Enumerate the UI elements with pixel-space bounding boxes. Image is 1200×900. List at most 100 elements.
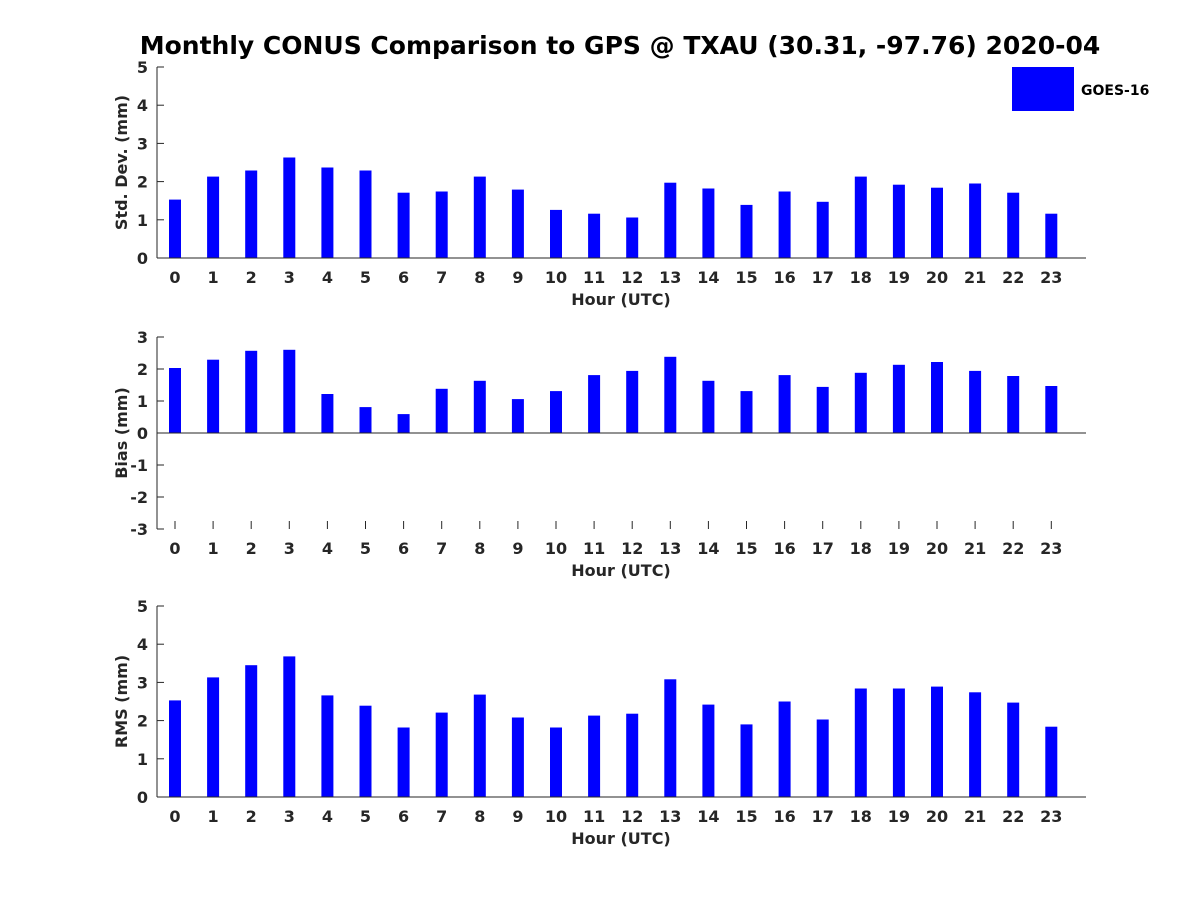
std-dev-x-tick-label: 20 (926, 268, 948, 287)
std-dev-x-tick-label: 7 (436, 268, 447, 287)
rms-bar-hour-15 (740, 724, 753, 797)
rms-x-tick-label: 11 (583, 807, 605, 826)
rms-bar-hour-14 (702, 704, 715, 797)
std-dev-x-tick-label: 0 (169, 268, 180, 287)
std-dev-x-tick-label: 8 (474, 268, 485, 287)
rms-x-tick-label: 3 (284, 807, 295, 826)
rms-bar-hour-13 (664, 679, 677, 797)
bias-x-tick-label: 5 (360, 539, 371, 558)
rms-y-tick-label: 5 (137, 597, 148, 616)
rms-x-tick-label: 13 (659, 807, 681, 826)
rms-bar-hour-17 (816, 719, 829, 797)
bias-bar-hour-3 (283, 349, 296, 433)
bias-bar-hour-7 (435, 388, 448, 433)
bias-x-axis-label: Hour (UTC) (571, 561, 671, 580)
rms-y-axis-label: RMS (mm) (112, 655, 131, 748)
bias-x-tick-label: 1 (208, 539, 219, 558)
bias-x-tick-label: 22 (1002, 539, 1024, 558)
rms-bar-hour-16 (778, 701, 791, 797)
bias-x-tick-label: 14 (697, 539, 719, 558)
rms-x-tick-label: 18 (850, 807, 872, 826)
std-dev-x-tick-label: 17 (812, 268, 834, 287)
rms-x-tick-label: 7 (436, 807, 447, 826)
std-dev-x-tick-label: 6 (398, 268, 409, 287)
std-dev-bar-hour-13 (664, 182, 677, 258)
std-dev-bar-hour-0 (169, 199, 181, 258)
std-dev-x-tick-label: 12 (621, 268, 643, 287)
bias-bar-hour-22 (1007, 376, 1020, 433)
legend-swatch-goes16 (1012, 67, 1074, 111)
bias-bar-hour-14 (702, 380, 715, 433)
std-dev-bar-hour-16 (778, 191, 791, 258)
rms-bar-hour-0 (169, 700, 181, 797)
std-dev-x-tick-label: 3 (284, 268, 295, 287)
bias-x-tick-label: 2 (246, 539, 257, 558)
std-dev-x-tick-label: 21 (964, 268, 986, 287)
std-dev-x-tick-label: 19 (888, 268, 910, 287)
std-dev-bar-hour-10 (550, 209, 562, 258)
std-dev-y-tick-label: 4 (137, 96, 148, 115)
bias-y-tick-label: 2 (137, 360, 148, 379)
rms-x-tick-label: 6 (398, 807, 409, 826)
std-dev-y-tick-label: 2 (137, 173, 148, 192)
bias-y-tick-label: 1 (137, 392, 148, 411)
rms-bar-hour-7 (435, 712, 448, 797)
bias-y-tick-label: 0 (137, 424, 148, 443)
bias-x-tick-label: 15 (735, 539, 757, 558)
std-dev-x-tick-label: 18 (850, 268, 872, 287)
std-dev-x-tick-label: 15 (735, 268, 757, 287)
rms-x-tick-label: 1 (208, 807, 219, 826)
bias-x-tick-label: 21 (964, 539, 986, 558)
bias-x-tick-label: 23 (1040, 539, 1062, 558)
rms-x-tick-label: 10 (545, 807, 567, 826)
rms-bar-hour-19 (892, 688, 905, 797)
bias-y-tick-label: 3 (137, 328, 148, 347)
std-dev-x-tick-label: 5 (360, 268, 371, 287)
rms-bar-hour-9 (511, 717, 524, 797)
std-dev-bar-hour-8 (473, 176, 486, 258)
bias-bar-hour-5 (359, 407, 372, 433)
std-dev-bar-hour-21 (969, 183, 982, 258)
bias-bar-hour-21 (969, 370, 982, 433)
bias-bar-hour-15 (740, 391, 753, 433)
std-dev-bar-hour-11 (588, 213, 601, 258)
rms-bar-hour-4 (321, 695, 334, 797)
bias-bar-hour-20 (931, 362, 943, 433)
bias-bar-hour-4 (321, 394, 334, 433)
std-dev-x-tick-label: 9 (512, 268, 523, 287)
rms-bar-hour-8 (473, 694, 486, 797)
rms-bar-hour-21 (969, 692, 982, 797)
bias-x-tick-label: 3 (284, 539, 295, 558)
std-dev-y-tick-label: 1 (137, 211, 148, 230)
std-dev-bar-hour-3 (283, 157, 296, 258)
rms-bar-hour-18 (854, 688, 867, 797)
rms-x-tick-label: 19 (888, 807, 910, 826)
rms-y-tick-label: 3 (137, 673, 148, 692)
std-dev-y-tick-label: 5 (137, 58, 148, 77)
std-dev-bar-hour-2 (245, 170, 258, 258)
rms-bar-hour-2 (245, 665, 258, 797)
bias-x-tick-label: 17 (812, 539, 834, 558)
bias-bar-hour-11 (588, 375, 601, 433)
bias-bar-hour-8 (473, 380, 486, 433)
bias-bar-hour-17 (816, 386, 829, 433)
rms-x-tick-label: 12 (621, 807, 643, 826)
std-dev-x-tick-label: 23 (1040, 268, 1062, 287)
std-dev-x-tick-label: 11 (583, 268, 605, 287)
rms-bar-hour-20 (931, 686, 943, 797)
rms-bar-hour-23 (1045, 726, 1058, 797)
rms-x-tick-label: 14 (697, 807, 719, 826)
rms-bar-hour-1 (207, 677, 220, 797)
rms-x-tick-label: 15 (735, 807, 757, 826)
rms-x-tick-label: 0 (169, 807, 180, 826)
rms-x-tick-label: 23 (1040, 807, 1062, 826)
bias-bar-hour-0 (169, 368, 181, 433)
rms-x-axis-label: Hour (UTC) (571, 829, 671, 848)
rms-bar-hour-10 (550, 727, 562, 797)
rms-y-tick-label: 1 (137, 750, 148, 769)
legend-label-goes16: GOES-16 (1081, 83, 1149, 99)
bias-bar-hour-18 (854, 372, 867, 433)
